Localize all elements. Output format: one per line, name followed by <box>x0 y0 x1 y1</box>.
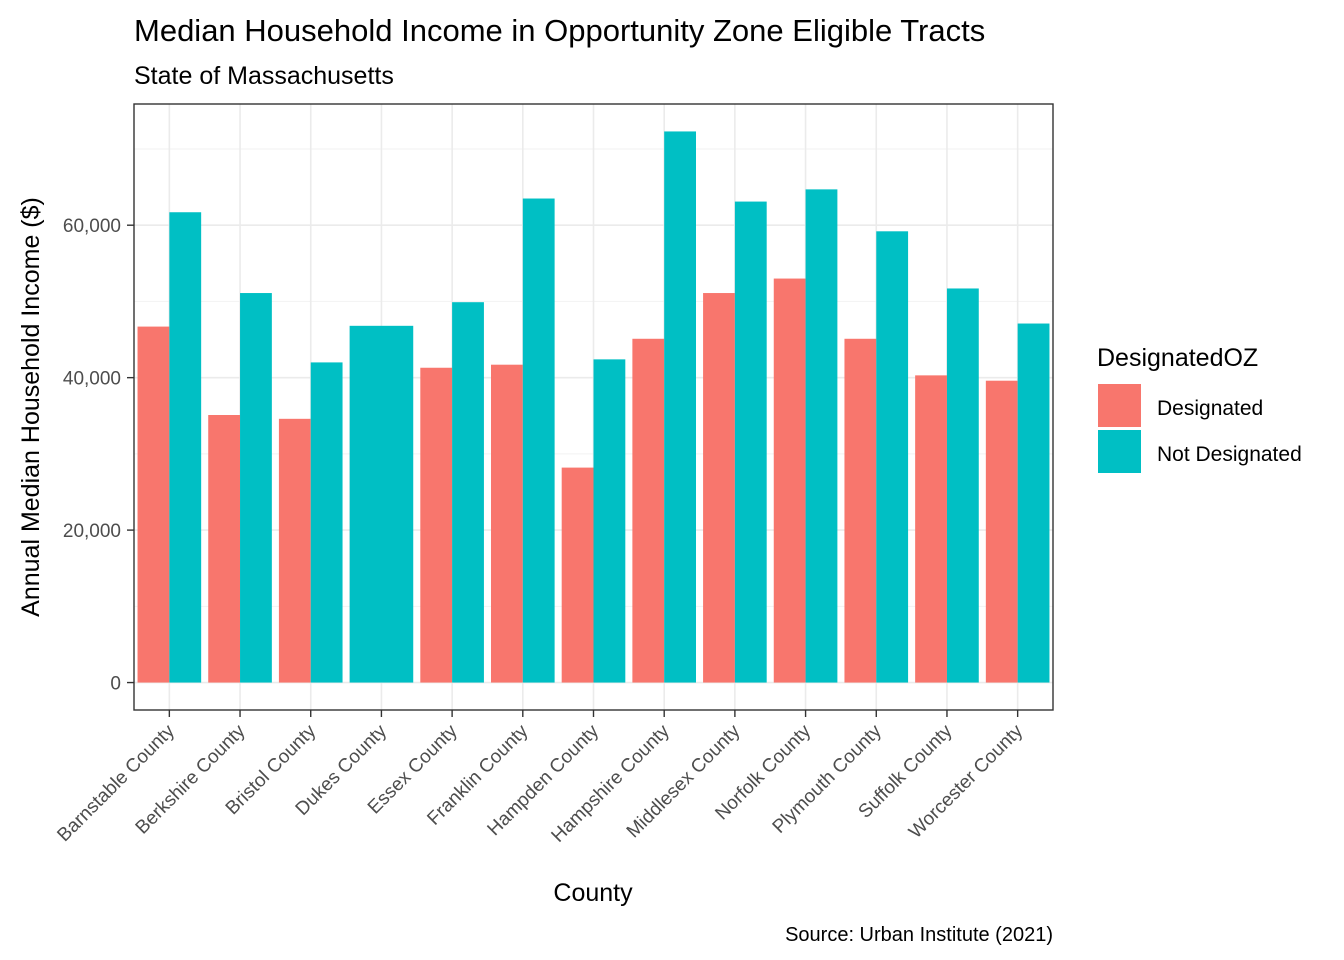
bar-designated-essex-county <box>420 367 453 683</box>
bar-not-designated-suffolk-county <box>946 288 979 683</box>
y-tick-label: 20,000 <box>63 521 121 542</box>
bar-not-designated-hampshire-county <box>664 131 697 683</box>
bar-designated-berkshire-county <box>208 415 241 683</box>
y-tick-label: 0 <box>110 674 121 695</box>
legend-label-designated: Designated <box>1157 397 1263 420</box>
legend-key-not-designated <box>1098 430 1141 473</box>
bar-not-designated-worcester-county <box>1017 323 1050 683</box>
bar-not-designated-berkshire-county <box>240 293 272 683</box>
bar-not-designated-norfolk-county <box>805 189 838 683</box>
bar-not-designated-plymouth-county <box>876 231 909 683</box>
bar-designated-franklin-county <box>490 364 523 683</box>
x-axis-title: County <box>553 879 633 907</box>
bar-designated-worcester-county <box>985 380 1018 683</box>
bar-not-designated-middlesex-county <box>734 201 767 683</box>
y-tick-label: 60,000 <box>63 216 121 237</box>
legend-label-not-designated: Not Designated <box>1157 443 1302 466</box>
x-tick-label: Hampshire County <box>548 720 674 846</box>
bar-designated-barnstable-county <box>137 326 170 683</box>
y-tick-label: 40,000 <box>63 369 121 390</box>
bars <box>137 131 1050 683</box>
y-axis-title: Annual Median Household Income ($) <box>17 197 45 617</box>
legend: DesignatedOZ Designated Not Designated <box>1097 344 1302 473</box>
bar-designated-plymouth-county <box>844 338 877 683</box>
bar-not-designated-hampden-county <box>593 359 626 683</box>
chart-subtitle: State of Massachusetts <box>134 62 394 90</box>
bar-designated-norfolk-county <box>773 278 806 683</box>
bar-designated-suffolk-county <box>915 375 947 683</box>
bar-designated-hampshire-county <box>632 338 665 683</box>
chart-caption: Source: Urban Institute (2021) <box>785 924 1053 946</box>
bar-not-designated-dukes-county <box>349 325 414 683</box>
bar-not-designated-essex-county <box>452 302 484 683</box>
bar-not-designated-bristol-county <box>310 362 343 683</box>
chart-title: Median Household Income in Opportunity Z… <box>134 13 985 48</box>
bar-designated-bristol-county <box>278 418 311 683</box>
bar-not-designated-franklin-county <box>522 198 555 683</box>
bar-designated-middlesex-county <box>703 293 735 683</box>
bar-designated-hampden-county <box>561 467 594 683</box>
y-axis: 0 20,000 40,000 60,000 <box>63 216 134 695</box>
x-tick-label: Barnstable County <box>53 720 179 846</box>
legend-title: DesignatedOZ <box>1097 344 1258 372</box>
legend-key-designated <box>1098 384 1141 427</box>
bar-not-designated-barnstable-county <box>169 212 202 683</box>
